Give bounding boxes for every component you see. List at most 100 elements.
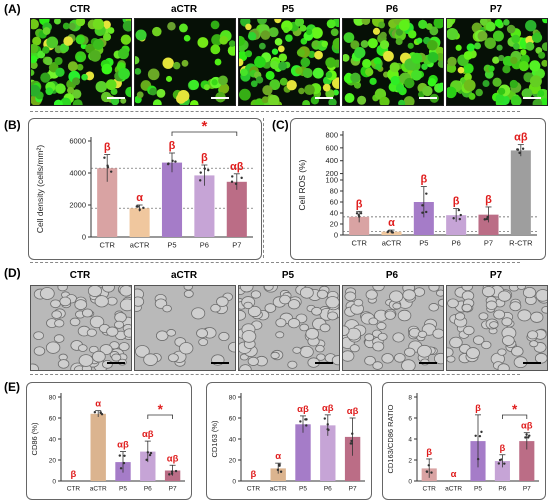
y-axis-label: Cell density (cells/mm²) [35, 145, 45, 233]
image-title-p7: P7 [489, 4, 503, 15]
y-tick-label: 20 [229, 458, 237, 465]
brightfield-image-ctr [30, 285, 132, 371]
data-point [421, 211, 424, 214]
data-point [359, 212, 363, 215]
y-tick-label: 2000 [69, 201, 86, 210]
bar-p6 [194, 175, 215, 237]
significance-annotation: β [420, 174, 427, 186]
significance-annotation: α [136, 192, 143, 204]
data-point [106, 164, 109, 167]
data-point [351, 432, 354, 435]
data-point [138, 208, 141, 212]
x-tick-label: aCTR [130, 241, 150, 250]
y-tick-label: 60 [330, 198, 338, 207]
significance-annotation: αβ [297, 404, 309, 415]
data-point [231, 175, 234, 178]
data-point [528, 434, 531, 437]
bar-ctr [349, 216, 370, 235]
ros-chart-box: 0 20 40 60 80 100 200 400 600 800 Cell ROS (%) CTR β… [290, 118, 546, 260]
y-tick-label: 600 [325, 143, 338, 152]
data-point [425, 192, 428, 195]
bar-p7 [519, 441, 535, 481]
x-tick-label: CTR [99, 241, 115, 250]
scale-bar [107, 97, 125, 99]
data-point [485, 217, 489, 221]
significance-annotation: αβ [514, 132, 528, 144]
y-tick-label: 6 [408, 416, 412, 423]
bar-p7 [478, 214, 499, 235]
y-tick-label: 40 [330, 209, 338, 218]
y-tick-label: 80 [229, 395, 237, 402]
data-point [474, 434, 477, 437]
data-point [135, 205, 138, 208]
data-point [100, 413, 104, 416]
x-tick-label: CTR [67, 486, 81, 493]
significance-annotation: αβ [142, 429, 154, 440]
data-point [516, 148, 519, 151]
fluorescence-image-p7 [446, 18, 548, 106]
image-title-p7: P7 [489, 270, 503, 281]
bar-p5 [295, 424, 311, 481]
cd163-chart-box: 0 20 40 60 80 CD163 (%) CTR β aCTR α P5 αβ P6 αβ P7 αβ [206, 382, 372, 500]
cell-density-chart: 0 2000 4000 6000 Cell density (cells/mm²) CTR… [35, 118, 253, 250]
y-tick-label: 0 [232, 479, 236, 486]
brightfield-image-actr [134, 285, 236, 371]
bar-actr [90, 413, 106, 481]
y-tick-label: 800 [325, 131, 338, 140]
y-tick-label: 0 [408, 479, 412, 486]
significance-star: * [201, 119, 207, 135]
x-tick-label: aCTR [445, 486, 462, 493]
data-point [171, 159, 174, 163]
x-tick-label: CTR [351, 239, 367, 248]
image-title-actr: aCTR [170, 4, 198, 15]
y-tick-label: 100 [325, 176, 338, 185]
data-point [478, 434, 482, 438]
data-point [323, 417, 326, 420]
data-point [498, 458, 502, 462]
data-point [357, 213, 360, 217]
data-point [174, 160, 177, 163]
y-tick-label: 80 [330, 187, 338, 196]
x-tick-label: P7 [232, 241, 241, 250]
data-point [174, 469, 178, 473]
x-tick-label: P5 [474, 486, 482, 493]
x-tick-label: P5 [419, 239, 428, 248]
significance-annotation: β [453, 196, 460, 208]
image-title-ctr: CTR [69, 270, 91, 281]
data-point [234, 182, 238, 185]
x-tick-label: P7 [349, 486, 357, 493]
significance-annotation: β [499, 443, 505, 454]
y-tick-label: 0 [52, 479, 56, 486]
data-point [278, 463, 281, 466]
data-point [430, 471, 433, 474]
significance-annotation: β [426, 447, 432, 458]
data-point [207, 168, 210, 172]
data-point [386, 230, 389, 234]
data-point [170, 472, 174, 475]
y-tick-label: 20 [49, 458, 57, 465]
scale-bar [523, 362, 541, 364]
data-point [452, 217, 455, 220]
significance-annotation: β [475, 403, 481, 414]
significance-annotation: αβ [322, 403, 334, 414]
data-point [168, 473, 171, 476]
data-point [276, 468, 280, 472]
data-point [240, 176, 243, 180]
image-title-actr: aCTR [170, 270, 198, 281]
data-point [122, 461, 126, 465]
significance-star: * [158, 402, 164, 417]
bar-p6 [320, 425, 336, 481]
significance-annotation: β [70, 469, 76, 480]
data-point [521, 147, 525, 150]
data-point [142, 206, 145, 210]
y-tick-label: 4000 [69, 169, 86, 178]
data-point [119, 467, 123, 470]
bar-actr [129, 208, 150, 237]
bar-p7 [226, 181, 247, 237]
data-point [503, 462, 506, 465]
data-point [103, 156, 106, 159]
data-point [99, 411, 102, 414]
significance-bracket [171, 131, 238, 136]
significance-annotation: α [95, 399, 101, 410]
